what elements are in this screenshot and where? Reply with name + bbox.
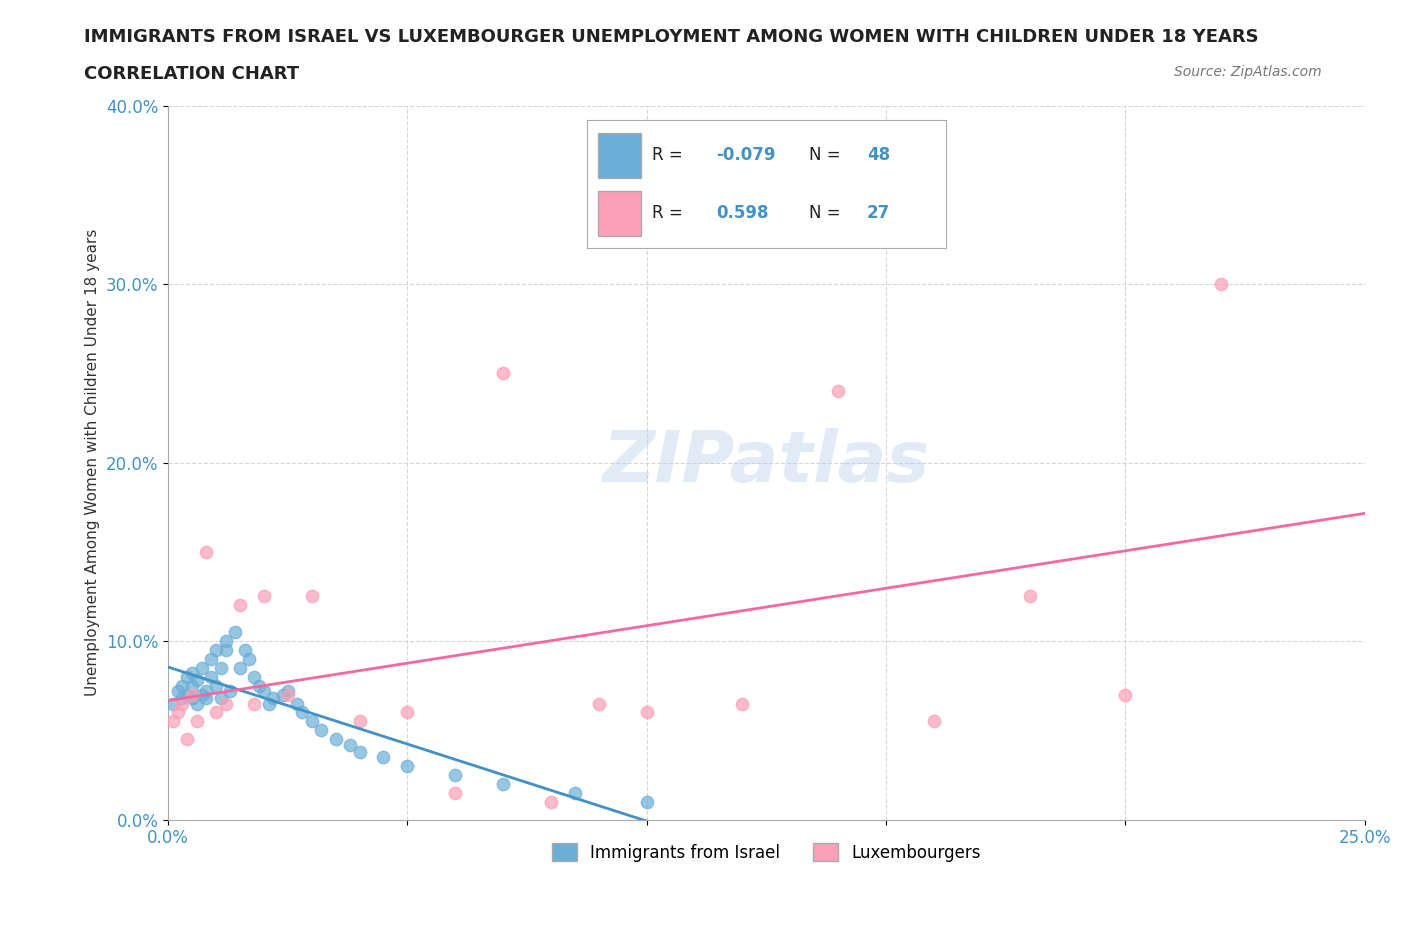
Legend: Immigrants from Israel, Luxembourgers: Immigrants from Israel, Luxembourgers — [546, 837, 988, 869]
Point — [636, 794, 658, 809]
Point — [349, 744, 371, 759]
Point — [209, 691, 232, 706]
Point — [325, 732, 347, 747]
Point — [262, 691, 284, 706]
Point — [229, 660, 252, 675]
Point — [373, 750, 395, 764]
Point — [731, 697, 754, 711]
Point — [186, 673, 208, 688]
Point — [186, 697, 208, 711]
Point — [190, 660, 212, 675]
Point — [253, 684, 276, 698]
Point — [1018, 589, 1040, 604]
Point — [492, 365, 515, 380]
Point — [301, 714, 323, 729]
Text: IMMIGRANTS FROM ISRAEL VS LUXEMBOURGER UNEMPLOYMENT AMONG WOMEN WITH CHILDREN UN: IMMIGRANTS FROM ISRAEL VS LUXEMBOURGER U… — [84, 28, 1258, 46]
Point — [166, 684, 188, 698]
Point — [636, 705, 658, 720]
Point — [253, 589, 276, 604]
Point — [271, 687, 294, 702]
Point — [285, 697, 308, 711]
Point — [922, 714, 945, 729]
Point — [540, 794, 562, 809]
Point — [339, 737, 361, 752]
Point — [205, 705, 228, 720]
Point — [195, 684, 218, 698]
Point — [243, 670, 266, 684]
Point — [564, 785, 586, 800]
Point — [277, 684, 299, 698]
Point — [243, 697, 266, 711]
Point — [205, 643, 228, 658]
Point — [257, 697, 280, 711]
Point — [214, 633, 236, 648]
Point — [1114, 687, 1136, 702]
Point — [166, 705, 188, 720]
Point — [162, 714, 184, 729]
Point — [162, 697, 184, 711]
Point — [172, 678, 194, 693]
Point — [588, 697, 610, 711]
Point — [1211, 277, 1233, 292]
Text: CORRELATION CHART: CORRELATION CHART — [84, 65, 299, 83]
Point — [181, 687, 204, 702]
Point — [195, 691, 218, 706]
Point — [172, 691, 194, 706]
Point — [219, 684, 242, 698]
Text: ZIPatlas: ZIPatlas — [603, 428, 931, 498]
Point — [214, 697, 236, 711]
Point — [190, 687, 212, 702]
Point — [176, 687, 198, 702]
Point — [309, 723, 332, 737]
Point — [444, 767, 467, 782]
Point — [301, 589, 323, 604]
Point — [176, 670, 198, 684]
Point — [200, 670, 222, 684]
Point — [181, 666, 204, 681]
Point — [200, 652, 222, 667]
Point — [186, 714, 208, 729]
Point — [181, 678, 204, 693]
Point — [205, 678, 228, 693]
Text: Source: ZipAtlas.com: Source: ZipAtlas.com — [1174, 65, 1322, 79]
Point — [195, 544, 218, 559]
Point — [233, 643, 256, 658]
Point — [229, 598, 252, 613]
Point — [238, 652, 260, 667]
Point — [214, 643, 236, 658]
Point — [827, 384, 849, 399]
Point — [444, 785, 467, 800]
Point — [291, 705, 314, 720]
Point — [172, 697, 194, 711]
Point — [176, 732, 198, 747]
Point — [277, 687, 299, 702]
Point — [492, 777, 515, 791]
Point — [396, 759, 419, 774]
Point — [349, 714, 371, 729]
Point — [181, 691, 204, 706]
Point — [224, 625, 246, 640]
Point — [247, 678, 270, 693]
Y-axis label: Unemployment Among Women with Children Under 18 years: Unemployment Among Women with Children U… — [86, 229, 100, 697]
Point — [396, 705, 419, 720]
Point — [209, 660, 232, 675]
